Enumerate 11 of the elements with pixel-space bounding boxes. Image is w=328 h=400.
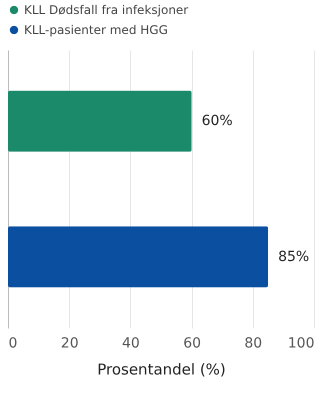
x-tick-label: 0 (8, 336, 18, 352)
x-tick-label: 100 (288, 336, 314, 352)
legend-label: KLL-pasienter med HGG (24, 23, 168, 37)
x-tick-label: 60 (183, 336, 202, 352)
x-tick-label: 20 (60, 336, 79, 352)
data-label: 85% (278, 248, 310, 265)
x-tick-label: 40 (122, 336, 140, 352)
data-label: 60% (202, 113, 233, 130)
legend-label: KLL Dødsfall fra infeksjoner (24, 3, 188, 17)
x-axis-title: Prosentandel (%) (97, 360, 226, 378)
x-tick-label: 80 (244, 336, 262, 352)
